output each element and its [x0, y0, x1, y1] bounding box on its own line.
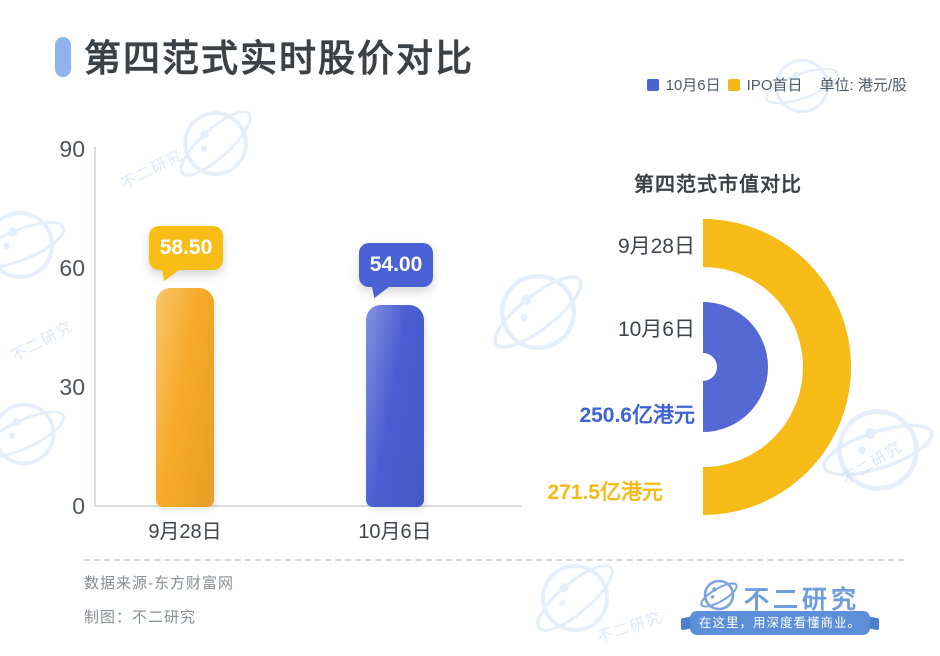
brand-name: 不二研究 [744, 586, 861, 614]
title-accent-bar [55, 37, 71, 77]
bar-group-oct6: 54.00 [359, 147, 433, 507]
chart-legend: 10月6日 IPO首日 单位: 港元/股 [646, 74, 907, 95]
bar-value-label: 54.00 [369, 253, 423, 277]
y-axis-line [94, 147, 96, 507]
x-axis-line [94, 505, 522, 507]
data-source-text: 数据来源-东方财富网 [84, 575, 234, 592]
donut-label-oct6: 10月6日 [617, 318, 695, 341]
legend-label: IPO首日 [746, 77, 803, 94]
value-bubble: 54.00 [359, 243, 433, 302]
y-tick: 30 [59, 374, 85, 400]
page-title: 第四范式实时股价对比 [84, 38, 474, 79]
donut-center-hole [689, 353, 717, 381]
bar [156, 288, 214, 507]
legend-label: 10月6日 [665, 77, 721, 94]
y-tick: 90 [59, 136, 85, 162]
brand-tagline-banner: 在这里，用深度看懂商业。 [690, 611, 870, 635]
bubble-tail [157, 265, 180, 285]
x-category-label: 10月6日 [358, 521, 432, 543]
donut-chart-title: 第四范式市值对比 [634, 174, 802, 196]
market-cap-donut-chart: 第四范式市值对比 9月28日 10月6日 250.6亿港元 271.5亿港元 [545, 130, 940, 540]
legend-unit-label: 单位: 港元/股 [819, 77, 907, 94]
y-tick: 60 [59, 255, 85, 281]
value-bubble: 58.50 [149, 226, 223, 285]
brand-logo-icon [700, 579, 738, 611]
donut-label-sep28: 9月28日 [617, 235, 695, 258]
price-bar-chart: 90 60 30 0 58.50 54.00 9月28日 10月6日 [55, 132, 535, 543]
donut-value-label-oct: 250.6亿港元 [579, 404, 695, 427]
legend-swatch [727, 78, 740, 91]
y-tick: 0 [72, 493, 85, 519]
bubble-tail [367, 282, 390, 302]
bar-value-label: 58.50 [159, 236, 213, 260]
footer-divider [84, 559, 904, 561]
donut-value-label-sep: 271.5亿港元 [547, 481, 663, 504]
bar [366, 305, 424, 507]
ring-inner-path [703, 302, 768, 432]
x-category-label: 9月28日 [148, 521, 222, 543]
credit-text: 制图：不二研究 [84, 609, 197, 626]
bar-group-sep28: 58.50 [149, 147, 223, 507]
legend-swatch [646, 78, 659, 91]
